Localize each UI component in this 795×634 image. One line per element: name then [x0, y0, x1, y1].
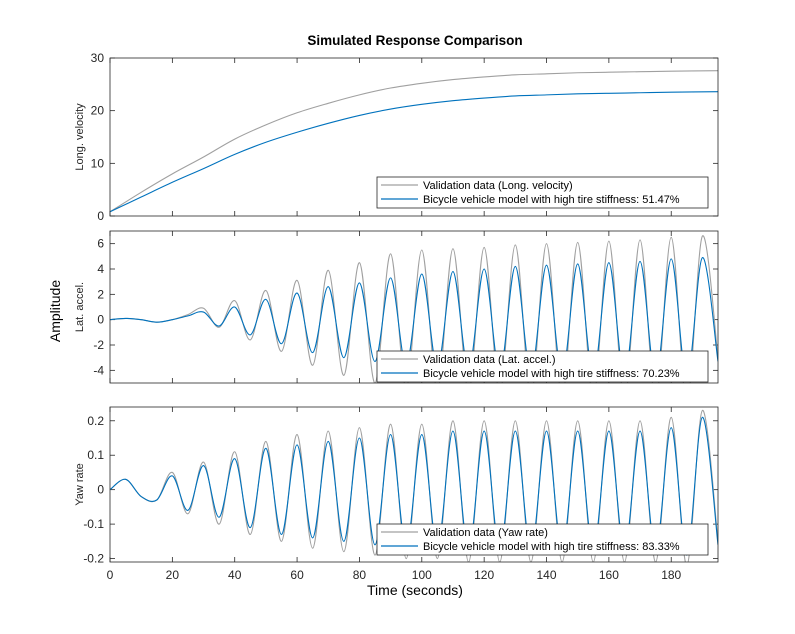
panel-y-label: Long. velocity [74, 103, 86, 171]
chart-title: Simulated Response Comparison [307, 33, 522, 48]
legend: Validation data (Yaw rate) Bicycle vehicl… [376, 523, 709, 556]
validation-line [110, 70, 718, 213]
y-tick-label: 0 [97, 313, 104, 327]
x-tick-label: 60 [290, 568, 304, 582]
y-tick-label: -0.2 [83, 552, 104, 566]
y-tick-label: 10 [91, 156, 105, 170]
axes-frame [109, 406, 719, 563]
x-tick-label: 80 [353, 568, 367, 582]
y-tick-label: 0 [97, 209, 104, 223]
axes-frame [109, 230, 719, 384]
x-tick-label: 20 [166, 568, 180, 582]
panel-y-label: Lat. accel. [74, 282, 86, 332]
legend: Validation data (Long. velocity) Bicycle … [376, 176, 709, 209]
legend-entry: Bicycle vehicle model with high tire sti… [423, 194, 680, 206]
x-tick-label: 180 [661, 568, 681, 582]
legend-entry: Validation data (Long. velocity) [423, 180, 573, 192]
x-tick-label: 120 [474, 568, 494, 582]
y-tick-label: 0.1 [87, 448, 104, 462]
y-tick-label: -4 [93, 363, 104, 377]
model-line [110, 91, 718, 213]
legend-box [376, 176, 709, 209]
legend-box [376, 350, 709, 383]
x-tick-label: 160 [599, 568, 619, 582]
legend: Validation data (Lat. accel.) Bicycle veh… [376, 350, 709, 383]
y-tick-label: 0.2 [87, 414, 104, 428]
x-tick-label: 140 [536, 568, 556, 582]
y-tick-label: -0.1 [83, 517, 104, 531]
legend-entry: Validation data (Yaw rate) [423, 527, 548, 539]
series-group [110, 70, 718, 213]
x-tick-label: 0 [107, 568, 114, 582]
legend-entry: Bicycle vehicle model with high tire sti… [423, 541, 680, 553]
panel-1: 0 10 20 30 Long. velocity Validation data (Lo… [74, 51, 719, 223]
x-tick-label: 40 [228, 568, 242, 582]
y-tick-label: 20 [91, 104, 105, 118]
panel-3: 0 20 40 60 80 100 120 140 160 180 -0.2 -0.1 0 0.1 0.2 Y… [74, 406, 719, 582]
panel-2: -4 -2 0 2 4 6 Lat. accel. Validation data (Lat.… [74, 230, 719, 384]
y-tick-label: 2 [97, 287, 104, 301]
y-tick-label: 0 [97, 483, 104, 497]
y-tick-label: 6 [97, 237, 104, 251]
x-tick-label: 100 [412, 568, 432, 582]
legend-entry: Validation data (Lat. accel.) [423, 354, 555, 366]
shared-y-label: Amplitude [47, 280, 63, 342]
legend-entry: Bicycle vehicle model with high tire sti… [423, 368, 680, 380]
y-tick-label: 30 [91, 51, 105, 65]
panel-y-label: Yaw rate [74, 463, 86, 506]
legend-box [376, 523, 709, 556]
x-axis-label: Time (seconds) [367, 582, 463, 598]
axes-frame [109, 57, 719, 217]
y-tick-label: -2 [93, 338, 104, 352]
y-tick-label: 4 [97, 262, 104, 276]
